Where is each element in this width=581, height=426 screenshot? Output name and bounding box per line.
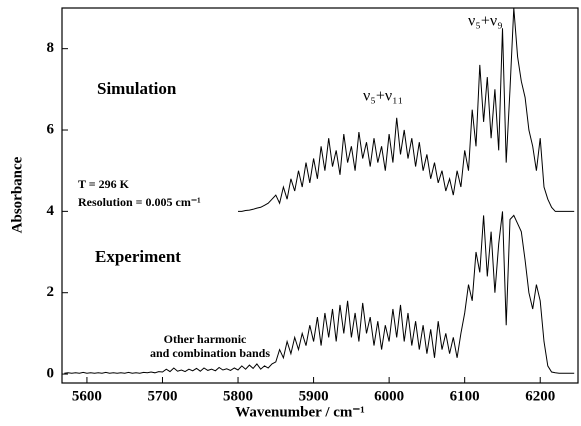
annotation: Resolution = 0.005 cm⁻¹ [78,195,201,209]
y-tick-label: 4 [47,203,55,219]
y-tick-label: 0 [47,365,55,381]
x-tick-label: 5700 [147,388,177,404]
annotation: Other harmonic [164,332,247,346]
x-tick-label: 6100 [450,388,480,404]
annotation: T = 296 K [78,177,130,191]
plot-frame [61,7,579,384]
x-tick-label: 5600 [72,388,102,404]
annotation: Experiment [95,247,181,266]
y-tick-label: 8 [47,40,55,56]
x-tick-label: 6000 [374,388,404,404]
y-tick-label: 2 [47,284,55,300]
x-axis-label: Wavenumber / cm⁻¹ [235,404,365,420]
spectrum-line [238,7,575,212]
y-axis-label: Absorbance [9,156,25,233]
annotation: and combination bands [150,346,270,360]
annotation: Simulation [97,79,177,98]
x-tick-label: 5900 [299,388,329,404]
x-tick-label: 6200 [525,388,555,404]
y-tick-label: 6 [47,121,55,137]
spectrum-line [64,211,575,374]
x-tick-label: 5800 [223,388,253,404]
annotation: ν₅+ν₉ [468,13,503,30]
annotation: ν₅+ν₁₁ [363,88,403,105]
